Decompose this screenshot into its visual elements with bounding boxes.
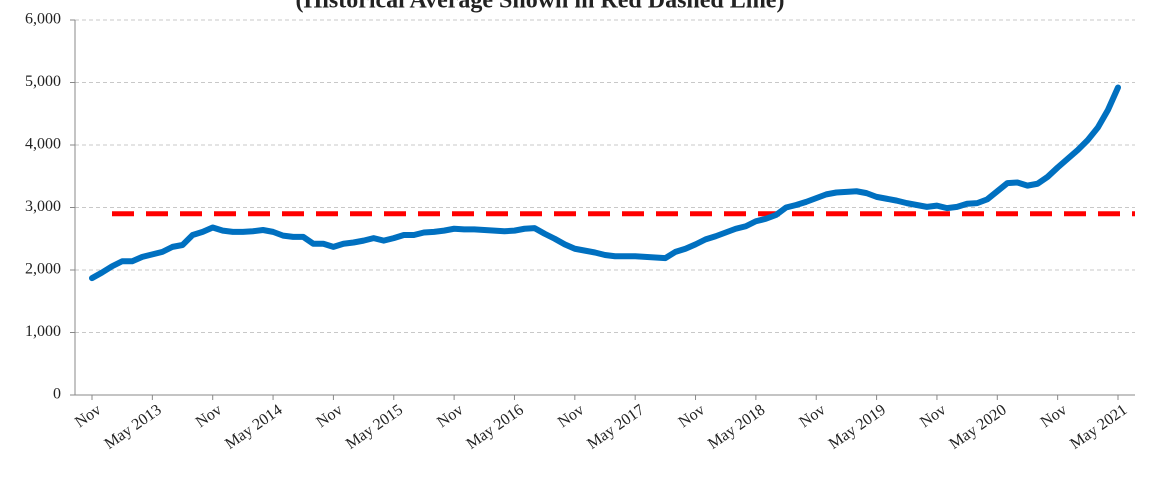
x-tick-label: Nov [917, 401, 949, 431]
x-tick-label: Nov [193, 401, 225, 431]
y-tick-label: 0 [53, 386, 61, 403]
x-tick-label: Nov [796, 401, 828, 431]
x-tick-label: Nov [676, 401, 708, 431]
x-tick-label: Nov [313, 401, 345, 431]
data-line [89, 84, 1121, 282]
y-tick-label: 6,000 [25, 11, 61, 28]
x-tick-label: Nov [72, 401, 104, 431]
x-tick-label: May 2018 [705, 401, 768, 452]
x-tick-label: May 2014 [222, 401, 285, 452]
x-tick-label: May 2019 [826, 401, 889, 452]
x-tick-label: May 2020 [946, 401, 1009, 452]
x-tick-label: May 2017 [584, 401, 647, 452]
x-tick-label: Nov [555, 401, 587, 431]
chart-title: (Historical Average Shown in Red Dashed … [296, 0, 785, 14]
x-tick-label: Nov [1038, 401, 1070, 431]
y-tick-label: 1,000 [25, 323, 61, 340]
y-tick-label: 5,000 [25, 73, 61, 90]
x-tick-label: May 2013 [101, 401, 164, 452]
y-tick-label: 4,000 [25, 136, 61, 153]
x-tick-label: May 2015 [343, 401, 406, 452]
y-tick-label: 2,000 [25, 261, 61, 278]
x-tick-label: May 2021 [1067, 401, 1130, 452]
x-tick-label: May 2016 [464, 401, 527, 452]
x-tick-label: Nov [434, 401, 466, 431]
y-tick-label: 3,000 [25, 198, 61, 215]
